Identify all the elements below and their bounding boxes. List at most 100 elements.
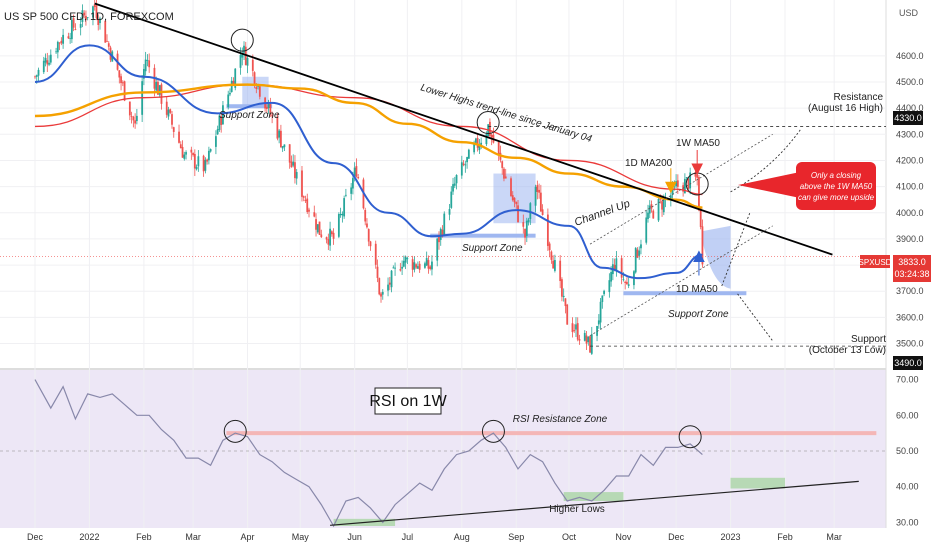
candle-body [253,72,256,86]
candle-body [195,166,198,170]
candle-body [590,334,593,354]
channel-lower [589,225,773,337]
x-tick-label: Sep [508,532,524,542]
resistance-date-label: (August 16 High) [808,103,883,114]
candle-body [685,177,688,179]
rsi-tick-label: 40.00 [896,482,919,492]
rsi-resistance-zone [226,431,877,436]
candle-body [380,293,382,297]
d-ma50-label: 1D MA50 [676,284,718,295]
candle-body [202,155,205,172]
candle-body [683,178,686,194]
candle-body [267,102,270,109]
candle-body [689,172,692,189]
x-tick-label: Dec [27,532,44,542]
candle-body [271,115,274,117]
candle-body [190,149,193,153]
candle-body [288,144,291,163]
candle-body [49,54,52,63]
candle-body [69,38,72,40]
price-tick-label: 4100.0 [896,182,924,192]
candle-body [60,40,63,44]
candle-body [541,209,544,215]
channel-upper [589,133,773,245]
candle-body [388,282,391,285]
rsi-higher-lows-line [330,480,859,526]
candle-body [216,129,219,135]
price-tick-label: 4400.0 [896,103,924,113]
candle-body [615,258,618,271]
candle-body [281,146,284,149]
candle-body [132,116,135,121]
candle-body [369,241,372,247]
candle-body [613,264,616,270]
candles [34,0,704,355]
candle-body [364,209,367,222]
candle-body [578,339,581,341]
candle-body [118,70,121,78]
candle-body [513,197,516,203]
candle-body [404,256,407,263]
resistance-tag: 4330.0 [894,113,922,123]
x-tick-label: Aug [454,532,470,542]
last-price-tag: 3833.0 [898,257,926,267]
candle-body [441,229,444,235]
candle-body [81,10,84,23]
candle-body [56,41,59,53]
callout: Only a closing above the 1W MA50 can giv… [738,162,876,210]
candle-body [246,57,249,66]
candle-body [473,144,476,153]
candle-body [453,183,456,186]
candle-body [367,229,370,242]
candle-body [239,54,242,68]
candle-body [142,68,145,79]
candle-body [450,191,453,208]
candle-body [206,159,209,162]
candle-body [608,280,611,293]
candle-body [171,114,173,125]
candle-body [178,131,180,143]
w-ma50-label: 1W MA50 [676,138,720,149]
candle-body [42,60,45,73]
candle-body [58,42,61,44]
price-tags: 4330.0 SPXUSD 3833.0 03:24:38 3490.0 [859,111,931,370]
candle-body [559,260,562,282]
candle-body [167,109,170,117]
candle-body [67,36,70,39]
candle-body [627,284,630,286]
candle-body [97,19,100,25]
candle-body [601,295,604,303]
rsi-line [34,379,703,528]
candle-body [232,80,235,86]
candle-body [158,85,161,95]
candle-body [443,213,446,235]
candle-body [181,146,184,158]
candle-body [251,59,254,71]
candle-body [534,186,537,206]
candle-body [583,332,586,341]
support-zone-label-3: Support Zone [668,309,729,320]
candle-body [636,249,639,258]
x-tick-label: Dec [668,532,685,542]
rsi-tick-label: 70.00 [896,375,919,385]
candle-body [622,279,625,281]
candle-body [34,76,36,78]
candle-body [476,137,479,148]
w-ma50-arrow [691,150,703,176]
candle-body [424,263,426,268]
callout-line-1: Only a closing [811,171,862,180]
price-tick-label: 3500.0 [896,339,924,349]
candle-body [431,261,433,270]
candle-body [62,34,65,44]
candle-body [357,176,360,179]
candle-body [378,278,381,295]
candle-body [515,201,518,205]
candle-body [157,81,159,95]
rsi-tick-label: 30.00 [896,517,919,527]
candle-body [204,159,207,171]
candle-body [308,209,310,212]
candle-body [647,212,649,219]
candle-body [406,258,409,260]
price-tick-label: 4500.0 [896,77,924,87]
support-bar-3 [623,291,747,296]
